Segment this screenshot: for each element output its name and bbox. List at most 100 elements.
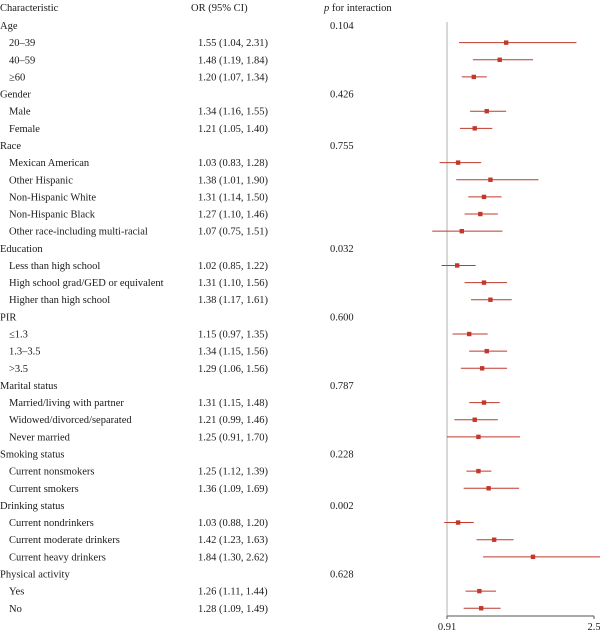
or-ci-value: 1.07 (0.75, 1.51) — [198, 227, 268, 238]
subgroup-label: ≥60 — [9, 72, 25, 83]
x-tick-label: 2.5 — [587, 622, 600, 631]
subgroup-label: Married/living with partner — [9, 398, 124, 409]
or-ci-value: 1.21 (1.05, 1.40) — [198, 124, 268, 135]
subgroup-label: Non-Hispanic White — [9, 192, 96, 203]
or-ci-value: 1.20 (1.07, 1.34) — [198, 72, 268, 83]
p-interaction-value: 0.002 — [330, 501, 354, 512]
or-ci-value: 1.55 (1.04, 2.31) — [198, 38, 268, 49]
group-label: Drinking status — [0, 501, 64, 512]
point-estimate — [477, 588, 482, 594]
point-estimate — [479, 606, 484, 611]
subgroup-label: High school grad/GED or equivalent — [9, 278, 164, 289]
point-estimate — [455, 520, 461, 525]
group-label: Marital status — [0, 381, 57, 392]
point-estimate — [497, 57, 502, 62]
or-ci-value: 1.48 (1.19, 1.84) — [198, 55, 268, 66]
point-estimate — [476, 434, 481, 440]
subgroup-label: Yes — [9, 587, 24, 598]
point-estimate — [503, 40, 509, 45]
plot-layer — [432, 22, 600, 616]
group-label: Education — [0, 244, 43, 255]
group-label: Race — [0, 141, 21, 152]
p-interaction-value: 0.628 — [330, 569, 354, 580]
subgroup-label: Non-Hispanic Black — [9, 210, 96, 221]
or-ci-value: 1.29 (1.06, 1.56) — [198, 364, 268, 375]
subgroup-label: Current heavy drinkers — [9, 552, 106, 563]
or-ci-value: 1.25 (0.91, 1.70) — [198, 432, 268, 443]
subgroup-label: Current smokers — [9, 484, 79, 495]
subgroup-label: Current moderate drinkers — [9, 535, 120, 546]
or-ci-value: 1.38 (1.17, 1.61) — [198, 295, 268, 306]
point-estimate — [484, 348, 489, 354]
or-ci-value: 1.31 (1.15, 1.48) — [198, 398, 268, 409]
header-characteristic: Characteristic — [0, 3, 59, 14]
subgroup-label: Other race-including multi-racial — [9, 227, 148, 238]
subgroup-label: Male — [9, 107, 31, 118]
or-ci-value: 1.42 (1.23, 1.63) — [198, 535, 268, 546]
point-estimate — [476, 468, 481, 474]
subgroup-label: Less than high school — [9, 261, 100, 272]
point-estimate — [479, 366, 485, 371]
subgroup-label: ≤1.3 — [9, 330, 28, 341]
point-estimate — [484, 109, 489, 114]
p-interaction-value: 0.104 — [330, 21, 354, 32]
point-estimate — [455, 160, 461, 165]
group-label: Physical activity — [0, 569, 70, 580]
group-label: PIR — [0, 312, 16, 323]
subgroup-label: Higher than high school — [9, 295, 110, 306]
subgroup-label: Female — [9, 124, 40, 135]
point-estimate — [491, 537, 497, 542]
or-ci-value: 1.03 (0.83, 1.28) — [198, 158, 268, 169]
or-ci-value: 1.31 (1.10, 1.56) — [198, 278, 268, 289]
subgroup-label: 1.3–3.5 — [9, 347, 41, 358]
header-or-ci: OR (95% CI) — [191, 3, 248, 14]
or-ci-value: 1.34 (1.15, 1.56) — [198, 347, 268, 358]
or-ci-value: 1.15 (0.97, 1.35) — [198, 330, 268, 341]
or-ci-value: 1.31 (1.14, 1.50) — [198, 192, 268, 203]
or-ci-value: 1.21 (0.99, 1.46) — [198, 415, 268, 426]
subgroup-label: Never married — [9, 432, 71, 443]
p-interaction-value: 0.426 — [330, 90, 354, 101]
subgroup-label: No — [9, 604, 22, 615]
subgroup-label: Current nonsmokers — [9, 467, 94, 478]
group-label: Age — [0, 21, 18, 32]
point-estimate — [488, 297, 493, 302]
header-p-rest: for interaction — [329, 3, 392, 14]
point-estimate — [530, 554, 536, 560]
rows-layer: Age 0.104 20–39 1.55 (1.04, 2.31) 40–59 1.48 … — [0, 21, 354, 615]
point-estimate — [472, 417, 477, 422]
subgroup-label: Mexican American — [9, 158, 90, 169]
or-ci-value: 1.26 (1.11, 1.44) — [198, 587, 268, 598]
or-ci-value: 1.36 (1.09, 1.69) — [198, 484, 268, 495]
or-ci-value: 1.84 (1.30, 2.62) — [198, 552, 268, 563]
point-estimate — [472, 126, 477, 131]
or-ci-value: 1.28 (1.09, 1.49) — [198, 604, 268, 615]
subgroup-label: >3.5 — [9, 364, 28, 375]
or-ci-value: 1.34 (1.16, 1.55) — [198, 107, 268, 118]
or-ci-value: 1.02 (0.85, 1.22) — [198, 261, 268, 272]
subgroup-label: Widowed/divorced/separated — [9, 415, 132, 426]
p-interaction-value: 0.228 — [330, 450, 354, 461]
or-ci-value: 1.38 (1.01, 1.90) — [198, 175, 268, 186]
subgroup-label: 20–39 — [9, 38, 35, 49]
group-label: Gender — [0, 90, 31, 101]
point-estimate — [481, 194, 487, 200]
or-ci-value: 1.25 (1.12, 1.39) — [198, 467, 268, 478]
or-ci-value: 1.03 (0.88, 1.20) — [198, 518, 268, 529]
subgroup-label: 40–59 — [9, 55, 35, 66]
x-axis: 0.91 2.5 — [438, 615, 600, 631]
point-estimate — [478, 211, 483, 217]
point-estimate — [488, 177, 493, 182]
p-interaction-value: 0.032 — [330, 244, 354, 255]
p-interaction-value: 0.600 — [330, 312, 354, 323]
point-estimate — [459, 228, 464, 234]
group-label: Smoking status — [0, 450, 64, 461]
subgroup-label: Other Hispanic — [9, 175, 73, 186]
point-estimate — [466, 331, 472, 337]
p-interaction-value: 0.755 — [330, 141, 354, 152]
x-tick-label: 0.91 — [438, 622, 456, 631]
header-p-interaction: p for interaction — [323, 3, 392, 14]
p-interaction-value: 0.787 — [330, 381, 354, 392]
point-estimate — [454, 263, 460, 268]
